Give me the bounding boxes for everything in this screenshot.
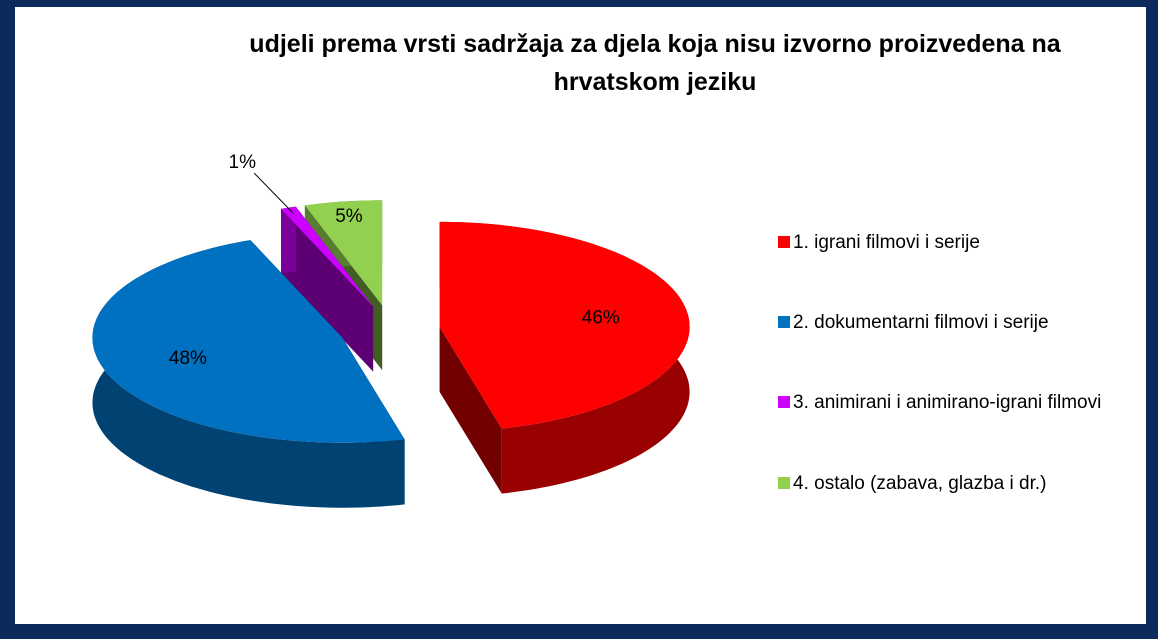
data-label: 1% <box>229 152 257 173</box>
slice <box>281 206 374 307</box>
legend-swatch <box>778 316 790 328</box>
legend-entry: 3. animirani i animirano-igrani filmovi <box>778 390 1128 415</box>
slice-group <box>439 221 690 494</box>
legend-label: 2. dokumentarni filmovi i serije <box>793 312 1049 333</box>
legend-label: 3. animirani i animirano-igrani filmovi <box>793 392 1102 413</box>
data-label: 5% <box>335 206 363 227</box>
legend-entry: 4. ostalo (zabava, glazba i dr.) <box>778 471 1128 496</box>
legend-label: 4. ostalo (zabava, glazba i dr.) <box>793 473 1047 494</box>
legend-entry: 2. dokumentarni filmovi i serije <box>778 310 1128 335</box>
legend-swatch <box>778 236 790 248</box>
slice <box>439 221 690 429</box>
data-label: 46% <box>582 307 620 328</box>
legend-swatch <box>778 477 790 489</box>
slice-side <box>439 326 502 494</box>
slice-side <box>295 206 374 372</box>
data-label: 48% <box>169 348 207 369</box>
legend-label: 1. igrani filmovi i serije <box>793 232 980 253</box>
leader-line <box>253 172 293 213</box>
legend-entry: 1. igrani filmovi i serije <box>778 230 1128 255</box>
slice <box>304 200 383 306</box>
legend-swatch <box>778 396 790 408</box>
slice-group <box>92 240 405 508</box>
slice <box>92 240 405 443</box>
slice-wall <box>281 206 296 274</box>
slice-group <box>281 206 374 372</box>
chart-title: udjeli prema vrsti sadržaja za djela koj… <box>249 30 1061 96</box>
